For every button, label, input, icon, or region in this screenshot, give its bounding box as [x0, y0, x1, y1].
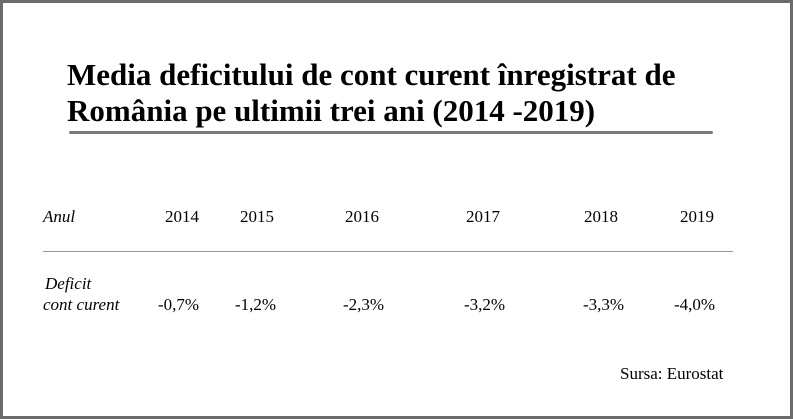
- value-2014: -0,7%: [158, 295, 200, 314]
- value-2015: -1,2%: [235, 295, 277, 314]
- year-2016: 2016: [345, 207, 379, 226]
- title-line-1: Media deficitului de cont curent înregis…: [67, 57, 676, 92]
- value-2017: -3,2%: [464, 295, 506, 314]
- year-2019: 2019: [680, 207, 714, 226]
- row-label-line-1: Deficit: [45, 274, 92, 293]
- year-2018: 2018: [584, 207, 618, 226]
- value-2019: -4,0%: [674, 295, 716, 314]
- year-2015: 2015: [240, 207, 274, 226]
- title-line-2: România pe ultimii trei ani (2014 -2019): [67, 93, 596, 128]
- value-2016: -2,3%: [343, 295, 385, 314]
- header-label-year: Anul: [43, 207, 76, 226]
- year-2017: 2017: [466, 207, 500, 226]
- table-divider: [43, 251, 733, 252]
- row-label-line-2: cont curent: [43, 295, 120, 314]
- source-note: Sursa: Eurostat: [620, 364, 724, 383]
- value-2018: -3,3%: [583, 295, 625, 314]
- title-underline: [69, 131, 713, 134]
- page-title: Media deficitului de cont curent înregis…: [67, 57, 747, 129]
- year-2014: 2014: [165, 207, 199, 226]
